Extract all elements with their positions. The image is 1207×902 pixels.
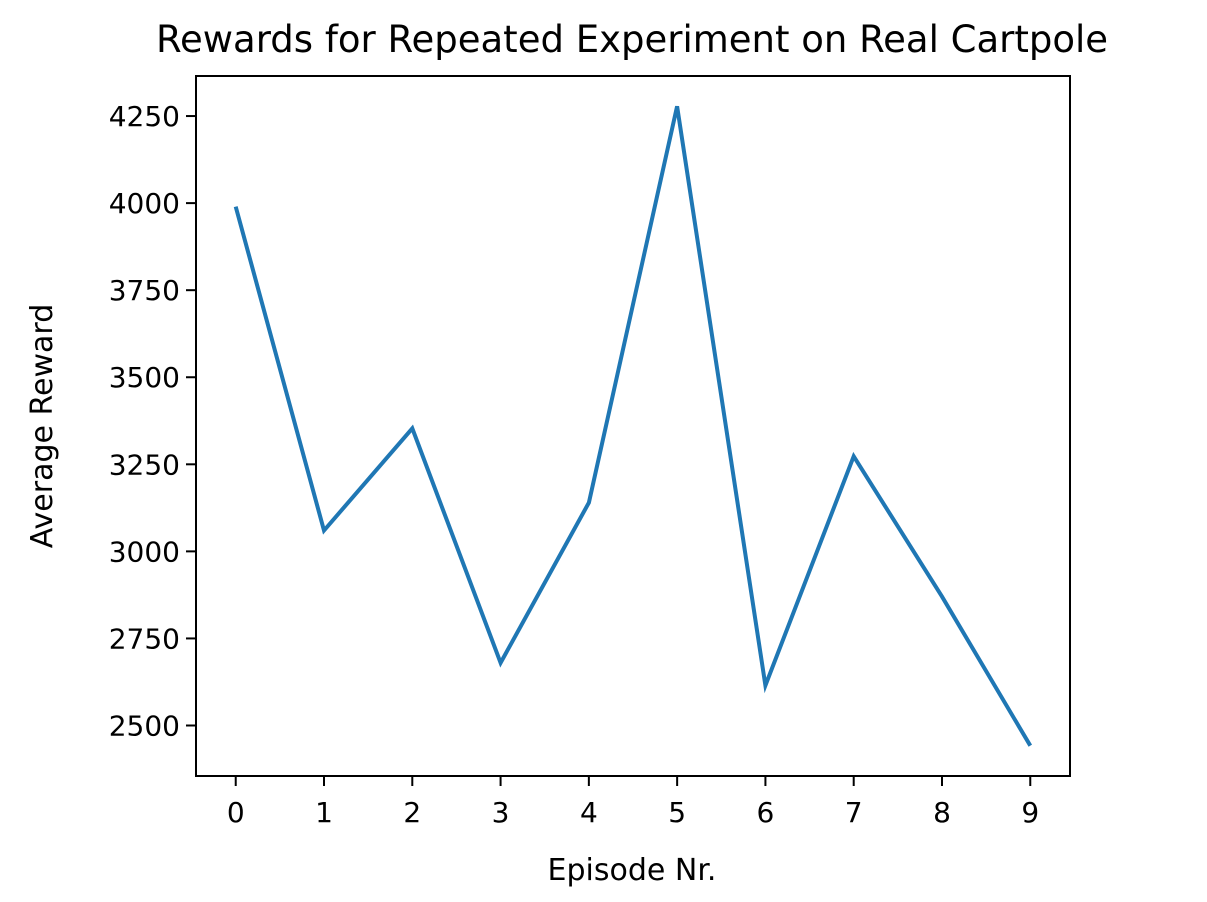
y-tick-label: 2750 [109, 622, 180, 655]
chart-title: Rewards for Repeated Experiment on Real … [156, 18, 1108, 61]
y-tick-label: 2500 [109, 710, 180, 743]
x-tick-label: 0 [227, 796, 245, 829]
plot-series [233, 105, 1033, 747]
x-tick-label: 2 [403, 796, 421, 829]
y-tick-label: 4000 [109, 187, 180, 220]
y-tick-label: 3750 [109, 274, 180, 307]
axis-ticks: 0 1 2 3 4 5 6 7 8 9 2500 2750 3000 3250 3500 3750 4000 42… [109, 100, 1039, 829]
x-tick-label: 4 [580, 796, 598, 829]
y-tick-label: 3500 [109, 361, 180, 394]
y-tick-label: 3250 [109, 448, 180, 481]
x-tick-label: 1 [315, 796, 333, 829]
x-tick-label: 7 [845, 796, 863, 829]
y-tick-label: 4250 [109, 100, 180, 133]
plot-frame [195, 75, 1071, 777]
y-tick-label: 3000 [109, 535, 180, 568]
x-tick-label: 6 [757, 796, 775, 829]
x-tick-label: 5 [668, 796, 686, 829]
series-line [233, 105, 1033, 747]
x-tick-label: 8 [933, 796, 951, 829]
y-axis-label: Average Reward [25, 304, 60, 548]
x-tick-label: 3 [492, 796, 510, 829]
x-axis-label: Episode Nr. [548, 853, 717, 888]
x-tick-label: 9 [1021, 796, 1039, 829]
